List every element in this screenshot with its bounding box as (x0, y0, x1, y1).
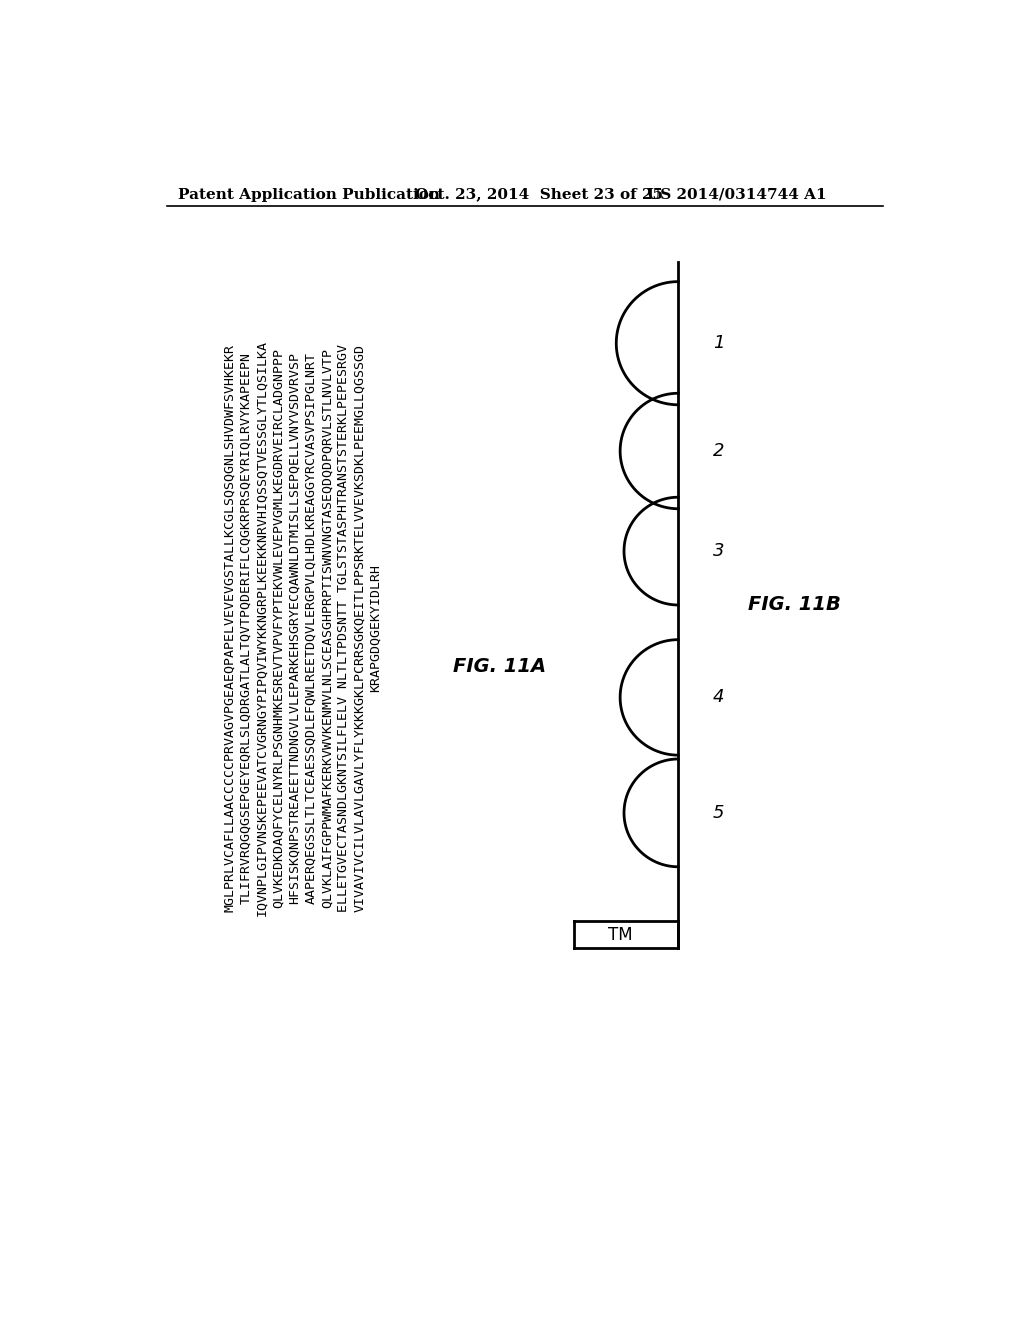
Text: 1: 1 (713, 334, 725, 352)
Text: 3: 3 (713, 543, 725, 560)
Text: QLVKLAIFGPPWMAFKERKVWVKENMVLNLSCEASGHPRPTISWNVNGTASEQDQDPQRVLSTLNVLVTP: QLVKLAIFGPPWMAFKERKVWVKENMVLNLSCEASGHPRP… (321, 348, 333, 908)
Text: Patent Application Publication: Patent Application Publication (178, 187, 440, 202)
Text: FIG. 11A: FIG. 11A (454, 657, 547, 676)
Text: Oct. 23, 2014  Sheet 23 of 25: Oct. 23, 2014 Sheet 23 of 25 (415, 187, 663, 202)
Text: 2: 2 (713, 442, 725, 459)
Text: HFSISKQNPSTREAEETTNDNGVLVLEPARKEHSGRYECQAWNLDTMISLLSEPQELLVNYVSDVRVSP: HFSISKQNPSTREAEETTNDNGVLVLEPARKEHSGRYECQ… (288, 352, 301, 904)
Text: 5: 5 (713, 804, 725, 822)
Text: 4: 4 (713, 689, 725, 706)
Text: ELLETGVECTASNDLGKNTSILFLELV NLTLTPDSNTT TGLSTSTASPHTRANSTSTERKLPEPESRGV: ELLETGVECTASNDLGKNTSILFLELV NLTLTPDSNTT … (337, 345, 349, 912)
Text: IQVNPLGIPVNSKEPEEVATCVGRNGYPIPQVIWYKKNGRPLKEEKKNRVHIQSSQTVESSGLYTLQSILKA: IQVNPLGIPVNSKEPEEVATCVGRNGYPIPQVIWYKKNGR… (255, 341, 268, 916)
Text: FIG. 11B: FIG. 11B (748, 595, 841, 615)
Text: TM: TM (608, 925, 633, 944)
Text: US 2014/0314744 A1: US 2014/0314744 A1 (647, 187, 826, 202)
Text: VIVAVIVCILVLAVLGAVLYFLYKKKGKLPCRRSGKQEITLPPSRKTELVVEVKSDKLPEEMGLLQGSSGD: VIVAVIVCILVLAVLGAVLYFLYKKKGKLPCRRSGKQEIT… (353, 345, 366, 912)
Text: TLIFRVRQGQGSEPGEYEQRLSLQDRGATLALTQVTPQDERIFLCQGKRPRSQEYRIQLRVYKAPEEPN: TLIFRVRQGQGSEPGEYEQRLSLQDRGATLALTQVTPQDE… (239, 352, 252, 904)
Text: AAPERQEGSSLTLTCEAESSQDLEFQWLREETDQVLERGPVLQLHDLKREAGGYRCVASVPSIPGLNRT: AAPERQEGSSLTLTCEAESSQDLEFQWLREETDQVLERGP… (304, 352, 317, 904)
Text: KRAPGDQGEKYIDLRH: KRAPGDQGEKYIDLRH (369, 564, 382, 692)
Text: QLVKEDKDAQFYCELNYRLPSGNHMKESREVTVPVFYPTEKVWLEVEPVGMLKEGDRVEIRCLADGNPPP: QLVKEDKDAQFYCELNYRLPSGNHMKESREVTVPVFYPTE… (271, 348, 285, 908)
Text: MGLPRLVCAFLLAACCCCCPRVAGVPGEAEQPAPELVEVEVGSTALLKCGLSQSQGNLSHVDWFSVHKEKR: MGLPRLVCAFLLAACCCCCPRVAGVPGEAEQPAPELVEVE… (222, 345, 236, 912)
